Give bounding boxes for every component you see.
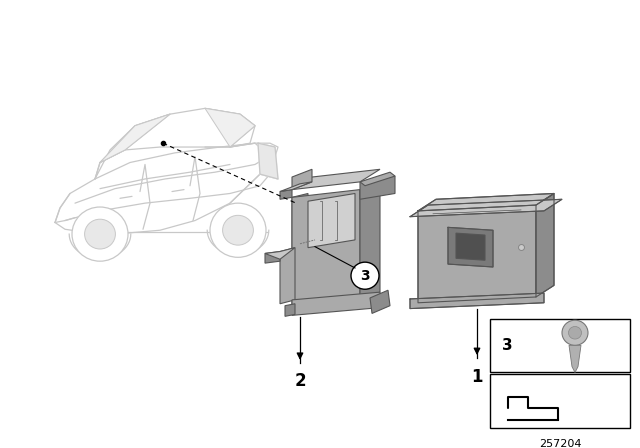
Polygon shape <box>448 227 493 267</box>
Polygon shape <box>280 182 312 192</box>
Polygon shape <box>418 205 536 303</box>
Polygon shape <box>569 345 581 372</box>
Polygon shape <box>292 194 308 271</box>
Polygon shape <box>205 108 255 147</box>
Polygon shape <box>410 199 562 217</box>
Circle shape <box>84 219 115 249</box>
Circle shape <box>351 262 379 289</box>
Polygon shape <box>285 304 295 316</box>
Polygon shape <box>265 251 280 263</box>
Polygon shape <box>292 190 360 308</box>
FancyBboxPatch shape <box>490 375 630 427</box>
Polygon shape <box>292 169 312 190</box>
Polygon shape <box>360 172 395 186</box>
Circle shape <box>223 215 253 245</box>
Circle shape <box>568 327 582 339</box>
Polygon shape <box>418 194 554 211</box>
Circle shape <box>210 203 266 257</box>
Circle shape <box>562 320 588 345</box>
Polygon shape <box>280 248 295 304</box>
Polygon shape <box>258 143 278 179</box>
Text: 1: 1 <box>471 368 483 386</box>
Polygon shape <box>370 290 390 314</box>
Polygon shape <box>410 293 544 309</box>
Text: 3: 3 <box>360 269 370 283</box>
Polygon shape <box>308 194 355 248</box>
Polygon shape <box>360 182 380 300</box>
Polygon shape <box>456 233 485 260</box>
Polygon shape <box>292 292 380 315</box>
Polygon shape <box>100 114 170 163</box>
FancyBboxPatch shape <box>490 319 630 372</box>
Text: 257204: 257204 <box>539 439 581 448</box>
Polygon shape <box>292 169 380 190</box>
Circle shape <box>72 207 128 261</box>
Polygon shape <box>265 248 295 259</box>
Text: 2: 2 <box>294 372 306 391</box>
Polygon shape <box>280 190 292 199</box>
Polygon shape <box>360 176 395 199</box>
Text: 3: 3 <box>502 338 513 353</box>
Polygon shape <box>536 194 554 297</box>
